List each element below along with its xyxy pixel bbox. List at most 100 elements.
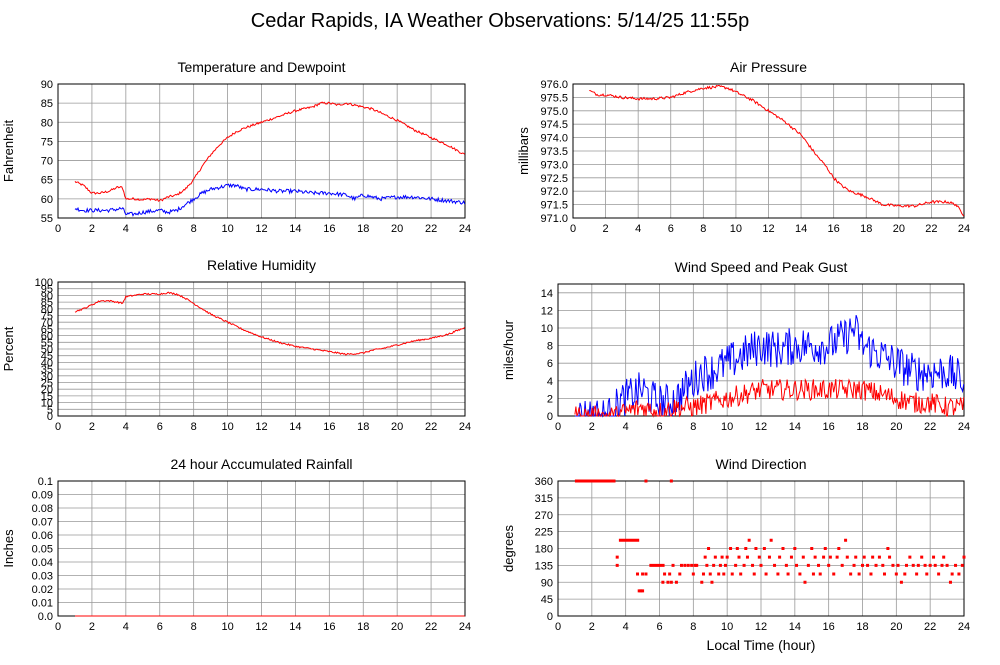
series-line-1 bbox=[74, 101, 466, 202]
direction-point bbox=[678, 572, 682, 576]
direction-point bbox=[747, 538, 751, 542]
x-tick-label: 14 bbox=[789, 621, 801, 633]
x-tick-label: 12 bbox=[255, 621, 267, 633]
direction-point bbox=[708, 572, 712, 576]
y-tick-label: 0 bbox=[547, 411, 553, 423]
direction-point bbox=[811, 572, 815, 576]
direction-point bbox=[778, 555, 782, 559]
x-tick-label: 4 bbox=[623, 621, 629, 633]
y-axis-label: Fahrenheit bbox=[1, 120, 16, 183]
direction-point bbox=[710, 580, 714, 584]
plot-frame bbox=[557, 283, 965, 417]
y-tick-label: 8 bbox=[547, 341, 553, 353]
y-tick-label: 972.5 bbox=[540, 173, 568, 185]
y-tick-label: 60 bbox=[41, 194, 53, 206]
y-tick-label: 35 bbox=[41, 364, 53, 376]
direction-point bbox=[762, 547, 766, 550]
y-tick-label: 85 bbox=[41, 98, 53, 110]
y-tick-label: 0.01 bbox=[32, 598, 53, 610]
direction-point bbox=[891, 563, 895, 567]
y-tick-label: 971.5 bbox=[540, 200, 568, 212]
y-tick-label: 0.04 bbox=[32, 557, 53, 569]
direction-point bbox=[871, 555, 875, 559]
x-tick-label: 18 bbox=[860, 223, 872, 235]
series-line-1 bbox=[74, 291, 466, 356]
x-tick-label: 20 bbox=[391, 621, 403, 633]
direction-point bbox=[915, 572, 919, 576]
direction-point bbox=[683, 563, 687, 567]
direction-point bbox=[786, 572, 790, 576]
x-tick-label: 16 bbox=[323, 621, 335, 633]
x-tick-label: 12 bbox=[762, 223, 774, 235]
y-tick-label: 0.02 bbox=[32, 584, 53, 596]
x-tick-label: 22 bbox=[425, 421, 437, 433]
x-tick-label: 2 bbox=[603, 223, 609, 235]
y-tick-label: 973.0 bbox=[540, 159, 568, 171]
direction-point bbox=[669, 580, 673, 584]
x-tick-label: 22 bbox=[924, 621, 936, 633]
y-tick-label: 10 bbox=[541, 323, 553, 335]
direction-point bbox=[932, 555, 936, 559]
x-tick-label: 4 bbox=[635, 223, 641, 235]
direction-point bbox=[776, 572, 780, 576]
y-tick-label: 90 bbox=[41, 79, 53, 91]
y-tick-label: 180 bbox=[535, 544, 553, 556]
chart-title: Wind Direction bbox=[715, 456, 806, 472]
direction-point bbox=[881, 563, 885, 567]
x-tick-label: 2 bbox=[89, 621, 95, 633]
direction-point bbox=[668, 572, 672, 576]
direction-point bbox=[718, 563, 722, 567]
y-tick-label: 973.5 bbox=[540, 146, 568, 158]
x-tick-label: 20 bbox=[893, 223, 905, 235]
direction-point bbox=[933, 563, 937, 567]
direction-point bbox=[911, 563, 915, 567]
direction-point bbox=[637, 589, 641, 593]
y-axis-label: degrees bbox=[501, 525, 516, 572]
direction-point bbox=[950, 572, 954, 576]
direction-point bbox=[729, 547, 733, 550]
x-tick-label: 16 bbox=[323, 421, 335, 433]
y-tick-label: 15 bbox=[41, 391, 53, 403]
x-tick-label: 4 bbox=[123, 223, 129, 235]
direction-point bbox=[720, 555, 724, 559]
x-tick-label: 8 bbox=[191, 621, 197, 633]
x-tick-label: 8 bbox=[700, 223, 706, 235]
direction-point bbox=[925, 572, 929, 576]
y-tick-label: 50 bbox=[41, 344, 53, 356]
chart-title: 24 hour Accumulated Rainfall bbox=[170, 456, 352, 472]
direction-point bbox=[940, 563, 944, 567]
x-tick-label: 12 bbox=[755, 421, 767, 433]
y-tick-label: 0.07 bbox=[32, 517, 53, 529]
y-tick-label: 975.5 bbox=[540, 92, 568, 104]
direction-point bbox=[849, 572, 853, 576]
direction-point bbox=[615, 563, 619, 567]
y-tick-label: 976.0 bbox=[540, 79, 568, 91]
y-tick-label: 4 bbox=[547, 376, 553, 388]
x-tick-label: 22 bbox=[425, 621, 437, 633]
y-tick-label: 60 bbox=[41, 331, 53, 343]
x-tick-label: 24 bbox=[459, 621, 471, 633]
direction-point bbox=[744, 547, 748, 550]
direction-point bbox=[735, 547, 739, 550]
y-tick-label: 270 bbox=[535, 510, 553, 522]
direction-point bbox=[835, 555, 839, 559]
x-tick-label: 6 bbox=[157, 421, 163, 433]
direction-point bbox=[862, 555, 866, 559]
y-tick-label: 45 bbox=[541, 594, 553, 606]
x-tick-label: 14 bbox=[789, 421, 801, 433]
x-tick-label: 24 bbox=[958, 223, 970, 235]
direction-point bbox=[661, 580, 665, 584]
x-tick-label: 0 bbox=[55, 421, 61, 433]
x-tick-label: 24 bbox=[459, 223, 471, 235]
direction-point bbox=[784, 563, 788, 567]
x-tick-label: 8 bbox=[690, 421, 696, 433]
y-tick-label: 0.06 bbox=[32, 530, 53, 542]
x-tick-label: 22 bbox=[425, 223, 437, 235]
direction-point bbox=[764, 572, 768, 576]
direction-point bbox=[789, 555, 793, 559]
direction-point bbox=[754, 547, 758, 550]
direction-point bbox=[948, 580, 952, 584]
direction-point bbox=[707, 547, 711, 550]
x-tick-label: 16 bbox=[823, 421, 835, 433]
